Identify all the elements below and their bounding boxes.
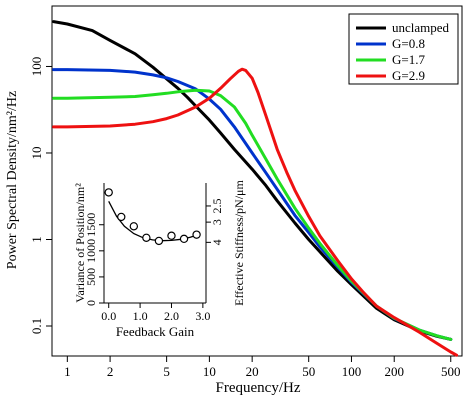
inset-y2-tick-label: 3 bbox=[210, 219, 224, 225]
main-x-tick-label: 20 bbox=[246, 364, 259, 379]
main-y-axis-label: Power Spectral Density/nm²/Hz bbox=[5, 91, 20, 269]
inset-x-tick-label: 3.0 bbox=[195, 309, 210, 323]
legend-box bbox=[348, 13, 459, 85]
inset-y-axis-label: Variance of Position/nm² bbox=[73, 183, 87, 303]
inset-data-point bbox=[104, 188, 113, 197]
inset-x-tick-label: 2.0 bbox=[164, 309, 179, 323]
main-plot: 1 2 5 10 20 50 100 200 500 0.1 1 10 100 Frequency/H… bbox=[5, 5, 463, 396]
inset-x-axis-label: Feedback Gain bbox=[116, 324, 195, 339]
main-y-ticks: 0.1 1 10 100 bbox=[29, 57, 52, 334]
legend-label: G=0.8 bbox=[392, 36, 425, 51]
inset-y-tick-label: 0 bbox=[84, 300, 98, 306]
inset-y-ticks: 0 500 1000 1500 bbox=[84, 213, 104, 306]
legend-label: G=2.9 bbox=[392, 68, 425, 83]
inset-data-point bbox=[129, 222, 139, 231]
series-line-unclamped bbox=[52, 20, 453, 341]
main-x-tick-label: 50 bbox=[302, 364, 315, 379]
inset-x-tick-label: 0.0 bbox=[101, 309, 116, 323]
series-line-g-2-9 bbox=[52, 67, 459, 357]
main-x-tick-label: 100 bbox=[342, 364, 362, 379]
inset-y-tick-label: 1500 bbox=[84, 213, 98, 237]
inset-y2-tick-label: 4 bbox=[210, 239, 224, 245]
main-series-layer bbox=[52, 20, 459, 357]
inset-data-point bbox=[179, 234, 189, 244]
main-x-tick-label: 500 bbox=[441, 364, 461, 379]
inset-data-point bbox=[167, 231, 176, 240]
main-x-tick-label: 10 bbox=[203, 364, 216, 379]
main-y-tick-label: 1 bbox=[29, 236, 44, 243]
main-x-tick-label: 2 bbox=[107, 364, 114, 379]
inset-y-tick-label: 1000 bbox=[84, 239, 98, 263]
inset-y2-tick-label: 2.5 bbox=[210, 198, 224, 213]
inset-background bbox=[104, 183, 206, 303]
main-y-tick-label: 0.1 bbox=[29, 318, 44, 334]
inset-data-point bbox=[142, 233, 151, 242]
inset-x-ticks: 0.0 1.0 2.0 3.0 bbox=[101, 303, 210, 323]
main-plot-frame bbox=[51, 5, 463, 357]
main-x-tick-label: 200 bbox=[384, 364, 404, 379]
main-x-ticks: 1 2 5 10 20 50 100 200 500 bbox=[64, 356, 461, 379]
legend-label: unclamped bbox=[392, 20, 450, 35]
inset-data-point bbox=[192, 230, 201, 239]
main-y-tick-label: 100 bbox=[29, 57, 44, 77]
inset-data-point bbox=[154, 236, 164, 246]
main-x-tick-label: 1 bbox=[64, 364, 71, 379]
main-x-axis-label: Frequency/Hz bbox=[216, 380, 301, 396]
inset-data-point bbox=[117, 212, 126, 222]
inset-y2-ticks: 432.5 bbox=[206, 198, 224, 245]
inset-x-tick-label: 1.0 bbox=[133, 309, 148, 323]
inset-y2-axis-label: Effective Stiffness/pN/μm bbox=[232, 180, 246, 306]
main-y-tick-label: 10 bbox=[29, 146, 44, 159]
inset-series-layer bbox=[104, 188, 201, 246]
main-x-tick-label: 5 bbox=[163, 364, 170, 379]
legend-label: G=1.7 bbox=[392, 52, 425, 67]
inset-y-tick-label: 500 bbox=[84, 268, 98, 286]
